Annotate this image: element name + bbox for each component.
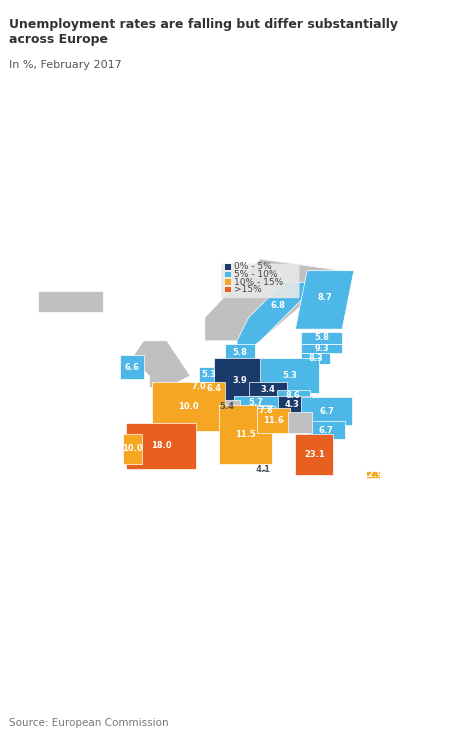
Text: 4.1: 4.1 [256,465,271,474]
Text: 6.8: 6.8 [271,301,285,310]
Polygon shape [262,469,265,470]
Polygon shape [152,382,225,431]
Polygon shape [249,382,287,397]
Text: 3.9: 3.9 [233,376,247,385]
Text: 5.7: 5.7 [248,398,264,408]
Text: 7.8: 7.8 [259,405,273,414]
Text: 4.3: 4.3 [285,400,300,409]
Polygon shape [237,282,319,358]
Polygon shape [205,259,342,340]
Text: 10% - 15%: 10% - 15% [234,278,283,287]
Text: 11.6: 11.6 [263,416,284,425]
Polygon shape [234,397,278,409]
Text: 23.1: 23.1 [304,450,325,459]
Bar [225,265,231,270]
Text: 6.7: 6.7 [319,426,334,435]
Text: 8.6: 8.6 [286,391,301,400]
Text: Source: European Commission: Source: European Commission [9,718,169,728]
Polygon shape [260,358,319,394]
Text: 5.3: 5.3 [202,370,217,379]
Polygon shape [295,270,354,329]
Polygon shape [365,471,380,478]
Text: 6.7: 6.7 [319,407,334,416]
Text: 6.4: 6.4 [207,384,222,394]
Text: 3.4: 3.4 [260,385,275,394]
Text: 10.0: 10.0 [122,444,143,453]
Polygon shape [123,434,142,464]
Polygon shape [132,340,190,388]
Text: >15%: >15% [234,285,262,294]
Text: Unemployment rates are falling but differ substantially
across Europe: Unemployment rates are falling but diffe… [9,18,399,46]
Bar [225,287,231,293]
Text: 11.5: 11.5 [235,430,256,439]
Text: 6.6: 6.6 [124,363,139,371]
Text: 18.0: 18.0 [151,441,172,450]
Polygon shape [219,405,272,464]
Polygon shape [272,397,312,413]
Text: 5.4: 5.4 [219,402,234,411]
Polygon shape [213,400,240,412]
Polygon shape [295,434,333,475]
Text: 12.9: 12.9 [363,470,383,479]
Text: In %, February 2017: In %, February 2017 [9,60,122,71]
Polygon shape [126,422,196,469]
Text: 10.0: 10.0 [179,402,199,411]
Polygon shape [301,352,330,364]
Polygon shape [257,408,290,433]
Text: 8.3: 8.3 [309,354,323,363]
Polygon shape [120,355,144,379]
Polygon shape [225,343,255,361]
Polygon shape [193,382,214,391]
Polygon shape [277,390,310,401]
Text: 5.8: 5.8 [232,348,247,357]
Polygon shape [307,422,345,439]
FancyBboxPatch shape [221,264,300,298]
Bar [225,272,231,277]
Text: 0% - 5%: 0% - 5% [234,262,272,271]
Text: 8.7: 8.7 [317,293,332,301]
Text: 5% - 10%: 5% - 10% [234,270,278,279]
Polygon shape [301,332,342,343]
Text: 9.3: 9.3 [314,343,329,352]
Text: 5.8: 5.8 [314,333,329,343]
Polygon shape [214,358,266,402]
Polygon shape [199,367,219,382]
Text: 7.0: 7.0 [191,382,206,391]
Polygon shape [212,386,217,391]
Polygon shape [257,405,275,414]
Polygon shape [301,343,342,352]
Text: 5.3: 5.3 [282,371,297,380]
Polygon shape [38,291,103,312]
Polygon shape [288,412,312,433]
Polygon shape [301,397,352,425]
Bar [225,279,231,284]
